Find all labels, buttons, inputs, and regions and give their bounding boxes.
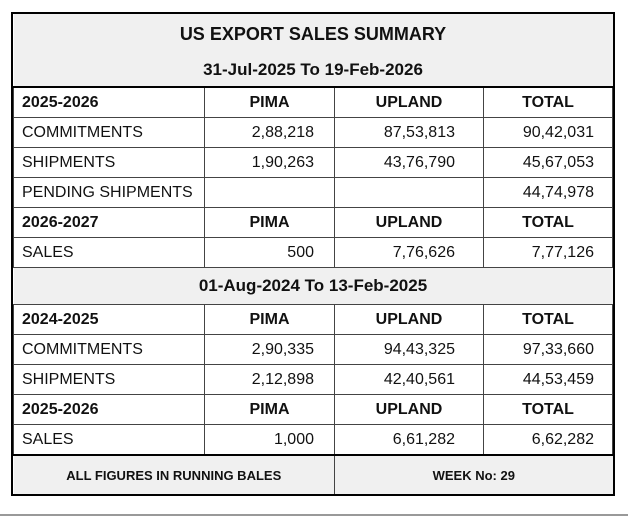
total-value: 90,42,031 — [483, 117, 613, 148]
season-label: 2026-2027 — [13, 207, 205, 238]
header-row: 2026-2027 PIMA UPLAND TOTAL — [13, 207, 613, 238]
row-label: SHIPMENTS — [13, 147, 205, 178]
upland-value: 94,43,325 — [334, 334, 484, 365]
season-label: 2024-2025 — [13, 304, 205, 335]
divider — [0, 514, 628, 516]
row-label: SHIPMENTS — [13, 364, 205, 395]
total-value: 6,62,282 — [483, 424, 613, 456]
units-note: ALL FIGURES IN RUNNING BALES — [13, 454, 335, 494]
col-upland: UPLAND — [334, 207, 484, 238]
upland-value: 7,76,626 — [334, 237, 484, 268]
col-total: TOTAL — [483, 207, 613, 238]
pima-value: 2,90,335 — [204, 334, 335, 365]
table-title: US EXPORT SALES SUMMARY — [13, 14, 613, 54]
footer-row: ALL FIGURES IN RUNNING BALES WEEK No: 29 — [13, 454, 613, 494]
total-value: 7,77,126 — [483, 237, 613, 268]
season-label: 2025-2026 — [13, 394, 205, 425]
table-row: SHIPMENTS 1,90,263 43,76,790 45,67,053 — [13, 147, 613, 178]
total-value: 45,67,053 — [483, 147, 613, 178]
previous-period: 01-Aug-2024 To 13-Feb-2025 — [13, 267, 613, 305]
header-row: 2025-2026 PIMA UPLAND TOTAL — [13, 86, 613, 118]
total-value: 44,74,978 — [483, 177, 613, 208]
row-label: COMMITMENTS — [13, 334, 205, 365]
header-row: 2025-2026 PIMA UPLAND TOTAL — [13, 394, 613, 425]
col-total: TOTAL — [483, 86, 613, 118]
total-value: 97,33,660 — [483, 334, 613, 365]
upland-value — [334, 177, 484, 208]
col-total: TOTAL — [483, 304, 613, 335]
pima-value: 500 — [204, 237, 335, 268]
col-total: TOTAL — [483, 394, 613, 425]
table-row: SALES 500 7,76,626 7,77,126 — [13, 237, 613, 268]
row-label: PENDING SHIPMENTS — [13, 177, 205, 208]
pima-value: 1,000 — [204, 424, 335, 456]
row-label: COMMITMENTS — [13, 117, 205, 148]
table-row: SALES 1,000 6,61,282 6,62,282 — [13, 424, 613, 456]
row-label: SALES — [13, 237, 205, 268]
table-row: COMMITMENTS 2,88,218 87,53,813 90,42,031 — [13, 117, 613, 148]
pima-value — [204, 177, 335, 208]
current-period: 31-Jul-2025 To 19-Feb-2026 — [13, 54, 613, 88]
export-sales-summary-table: US EXPORT SALES SUMMARY 31-Jul-2025 To 1… — [11, 12, 615, 496]
season-label: 2025-2026 — [13, 86, 205, 118]
table-row: COMMITMENTS 2,90,335 94,43,325 97,33,660 — [13, 334, 613, 365]
col-upland: UPLAND — [334, 394, 484, 425]
upland-value: 6,61,282 — [334, 424, 484, 456]
col-pima: PIMA — [204, 207, 335, 238]
upland-value: 87,53,813 — [334, 117, 484, 148]
col-pima: PIMA — [204, 394, 335, 425]
col-pima: PIMA — [204, 86, 335, 118]
pima-value: 2,12,898 — [204, 364, 335, 395]
pima-value: 2,88,218 — [204, 117, 335, 148]
col-upland: UPLAND — [334, 304, 484, 335]
pima-value: 1,90,263 — [204, 147, 335, 178]
upland-value: 42,40,561 — [334, 364, 484, 395]
row-label: SALES — [13, 424, 205, 456]
upland-value: 43,76,790 — [334, 147, 484, 178]
week-number: WEEK No: 29 — [334, 454, 613, 494]
table-row: SHIPMENTS 2,12,898 42,40,561 44,53,459 — [13, 364, 613, 395]
col-pima: PIMA — [204, 304, 335, 335]
total-value: 44,53,459 — [483, 364, 613, 395]
table-row: PENDING SHIPMENTS 44,74,978 — [13, 177, 613, 208]
header-row: 2024-2025 PIMA UPLAND TOTAL — [13, 304, 613, 335]
col-upland: UPLAND — [334, 86, 484, 118]
